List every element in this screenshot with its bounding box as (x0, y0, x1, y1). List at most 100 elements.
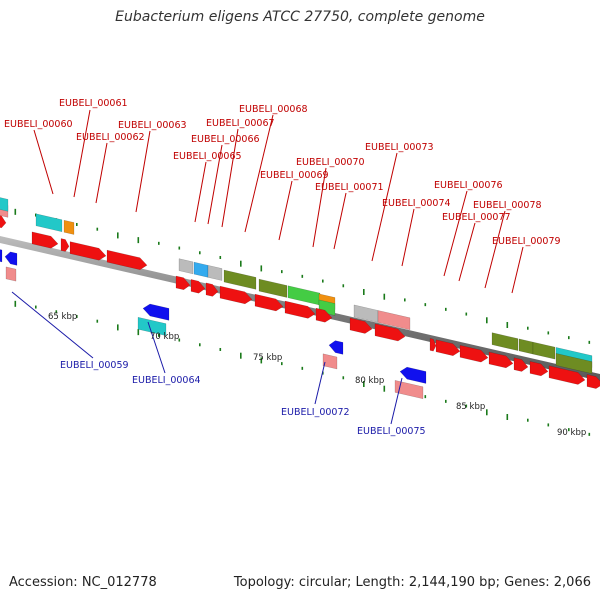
label-leader-lines (11, 109, 524, 425)
gene-feature-26 (349, 317, 373, 334)
gene-feature-45 (137, 316, 167, 336)
tick-lower (506, 413, 509, 420)
gene-label-eubeli-00062[interactable]: EUBELI_00062 (76, 132, 145, 143)
gene-feature-13 (258, 278, 288, 298)
kbp-label-90: 90 kbp (557, 428, 586, 438)
gene-label-eubeli-00068[interactable]: EUBELI_00068 (239, 104, 308, 115)
tick-lower (14, 300, 17, 307)
tick-lower (301, 366, 304, 370)
gene-label-eubeli-00060[interactable]: EUBELI_00060 (4, 119, 73, 130)
gene-feature-28 (429, 338, 437, 352)
tick-lower (568, 428, 570, 432)
leader-line-0 (33, 129, 54, 195)
leader-line-4 (194, 161, 207, 223)
leader-line-20 (390, 377, 403, 425)
tick-upper (342, 284, 345, 288)
gene-feature-6 (106, 249, 148, 270)
gene-feature-47 (322, 353, 338, 370)
gene-feature-43 (5, 266, 17, 282)
tick-lower (260, 357, 263, 364)
tick-upper (219, 255, 222, 259)
leader-line-18 (147, 321, 166, 374)
gene-label-eubeli-00065[interactable]: EUBELI_00065 (173, 151, 242, 162)
map-title: Eubacterium eligens ATCC 27750, complete… (115, 9, 485, 25)
tick-lower (527, 418, 529, 422)
gene-label-eubeli-00077[interactable]: EUBELI_00077 (442, 212, 511, 223)
gene-label-eubeli-00074[interactable]: EUBELI_00074 (382, 198, 451, 209)
gene-label-eubeli-00063[interactable]: EUBELI_00063 (118, 120, 187, 131)
gene-feature-18 (190, 279, 206, 294)
tick-lower (588, 432, 591, 436)
leader-line-1 (73, 109, 91, 198)
leader-line-17 (11, 291, 94, 359)
gene-feature-49 (394, 380, 424, 400)
gene-feature-14 (287, 285, 321, 306)
tick-upper (486, 317, 488, 324)
gene-feature-40 (555, 353, 593, 374)
tick-upper (568, 336, 570, 340)
kbp-label-85: 85 kbp (456, 402, 485, 412)
gene-feature-20 (219, 285, 253, 305)
tick-lower (35, 305, 37, 309)
tick-lower (117, 324, 119, 331)
gene-feature-3 (31, 231, 59, 249)
gene-feature-27 (374, 323, 406, 342)
leader-line-2 (95, 142, 108, 204)
leader-line-11 (371, 152, 398, 262)
gene-label-eubeli-00064[interactable]: EUBELI_00064 (132, 375, 201, 386)
tick-lower (424, 395, 427, 399)
tick-lower (158, 333, 160, 337)
tick-upper (158, 241, 160, 245)
tick-upper (465, 312, 468, 316)
gene-label-eubeli-00072[interactable]: EUBELI_00072 (281, 407, 350, 418)
gene-label-eubeli-00059[interactable]: EUBELI_00059 (60, 360, 129, 371)
gene-feature-30 (459, 344, 489, 363)
gene-label-eubeli-00075[interactable]: EUBELI_00075 (357, 426, 426, 437)
tick-lower (137, 329, 140, 336)
gene-label-eubeli-00071[interactable]: EUBELI_00071 (315, 182, 384, 193)
gene-label-eubeli-00073[interactable]: EUBELI_00073 (365, 142, 434, 153)
gene-feature-37 (518, 338, 534, 355)
tick-lower (178, 338, 181, 342)
tick-lower (281, 362, 283, 366)
gene-label-eubeli-00079[interactable]: EUBELI_00079 (492, 236, 561, 247)
gene-label-eubeli-00069[interactable]: EUBELI_00069 (260, 170, 329, 181)
gene-label-eubeli-00067[interactable]: EUBELI_00067 (206, 118, 275, 129)
gene-feature-4 (60, 238, 70, 252)
gene-feature-10 (193, 261, 209, 278)
tick-upper (363, 288, 365, 295)
gene-label-eubeli-00076[interactable]: EUBELI_00076 (434, 180, 503, 191)
tick-lower (445, 399, 447, 403)
tick-upper (404, 298, 406, 302)
gene-feature-5 (69, 241, 107, 261)
gene-label-eubeli-00066[interactable]: EUBELI_00066 (191, 134, 260, 145)
gene-feature-9 (178, 258, 194, 275)
gene-feature-33 (529, 361, 549, 377)
gene-feature-41 (4, 251, 18, 266)
tick-upper (199, 251, 201, 255)
gene-label-eubeli-00061[interactable]: EUBELI_00061 (59, 98, 128, 109)
tick-lower (486, 409, 488, 416)
gene-feature-46 (328, 340, 344, 355)
leader-line-14 (458, 222, 476, 282)
tick-upper (527, 326, 529, 330)
gene-feature-36 (491, 332, 519, 351)
gene-feature-23 (315, 307, 333, 323)
tick-upper (35, 213, 37, 217)
kbp-label-80: 80 kbp (355, 376, 384, 386)
tick-lower (55, 310, 58, 314)
tick-lower (383, 385, 386, 392)
tick-upper (260, 265, 263, 272)
gene-feature-7 (35, 213, 63, 233)
tick-upper (240, 260, 242, 267)
gene-feature-21 (254, 293, 284, 312)
gene-label-eubeli-00078[interactable]: EUBELI_00078 (473, 200, 542, 211)
tick-lower (96, 319, 99, 323)
gene-label-eubeli-00070[interactable]: EUBELI_00070 (296, 157, 365, 168)
leader-line-15 (484, 210, 506, 289)
tick-upper (547, 331, 550, 335)
leader-line-6 (221, 128, 239, 228)
leader-line-8 (278, 180, 293, 241)
gene-feature-48 (399, 366, 427, 384)
